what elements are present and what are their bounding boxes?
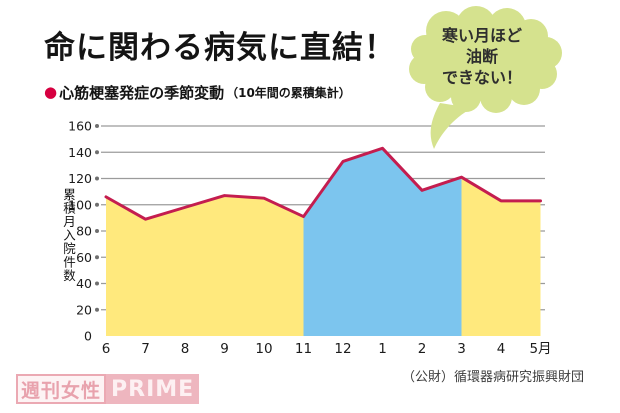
- x-tick-label: 11: [295, 341, 312, 357]
- trend-line: [104, 146, 542, 221]
- gridline-dot: [95, 124, 99, 128]
- gridline-dot: [95, 176, 99, 181]
- speech-bubble-text: 寒い月ほど 油断 できない！: [398, 25, 566, 88]
- y-tick-label: 20: [76, 302, 92, 317]
- bubble-line-3: できない！: [441, 68, 522, 87]
- bubble-line-1: 寒い月ほど: [441, 26, 522, 45]
- chart-subtitle: ● 心筋梗塞発症の季節変動 （10年間の累積集計）: [44, 82, 351, 103]
- cold-months-area: [303, 148, 462, 336]
- x-tick-label: 5月: [529, 341, 551, 357]
- source-credit: （公財）循環器病研究振興財団: [402, 370, 585, 385]
- bubble-line-2: 油断: [465, 47, 498, 66]
- x-tick-label: 12: [334, 341, 351, 357]
- gridline-dot: [95, 229, 99, 233]
- speech-bubble: 寒い月ほど 油断 できない！: [388, 3, 573, 155]
- x-tick-label: 3: [457, 341, 466, 357]
- x-tick-label: 8: [181, 341, 190, 357]
- y-tick-label: 80: [76, 224, 92, 239]
- red-bullet-icon: ●: [44, 83, 58, 101]
- x-tick-label: 7: [141, 341, 150, 357]
- chart-subtitle-note: （10年間の累積集計）: [226, 86, 351, 100]
- gridline-dot: [95, 281, 99, 286]
- shukan-josei-prime-logo: 週刊女性 PRIME: [16, 374, 200, 404]
- x-tick-label: 9: [220, 341, 229, 357]
- gridline-dot: [95, 307, 99, 312]
- page-title: 命に関わる病気に直結！: [44, 30, 396, 66]
- chart-subtitle-text: 心筋梗塞発症の季節変動: [59, 84, 225, 102]
- x-tick-label: 2: [418, 341, 427, 357]
- y-tick-label: 0: [84, 329, 92, 344]
- gridline-dot: [95, 255, 99, 260]
- logo-left-text: 週刊女性: [16, 374, 107, 404]
- y-tick-label: 40: [76, 276, 92, 291]
- x-tick-label: 1: [378, 341, 387, 357]
- y-tick-label: 160: [68, 119, 92, 134]
- speech-bubble-cloud-shape: [409, 6, 562, 149]
- logo-right-text: PRIME: [106, 374, 200, 404]
- y-tick-label: 120: [68, 171, 92, 186]
- x-tick-label: 6: [102, 341, 111, 357]
- gridline-dot: [95, 150, 99, 155]
- x-tick-label: 4: [497, 341, 506, 357]
- gridline-dot: [95, 202, 99, 207]
- x-tick-label: 10: [255, 341, 272, 357]
- y-tick-label: 60: [76, 250, 92, 265]
- y-axis-title: 累積月入院件数: [61, 188, 76, 283]
- y-tick-label: 100: [68, 197, 92, 212]
- y-tick-label: 140: [68, 145, 92, 160]
